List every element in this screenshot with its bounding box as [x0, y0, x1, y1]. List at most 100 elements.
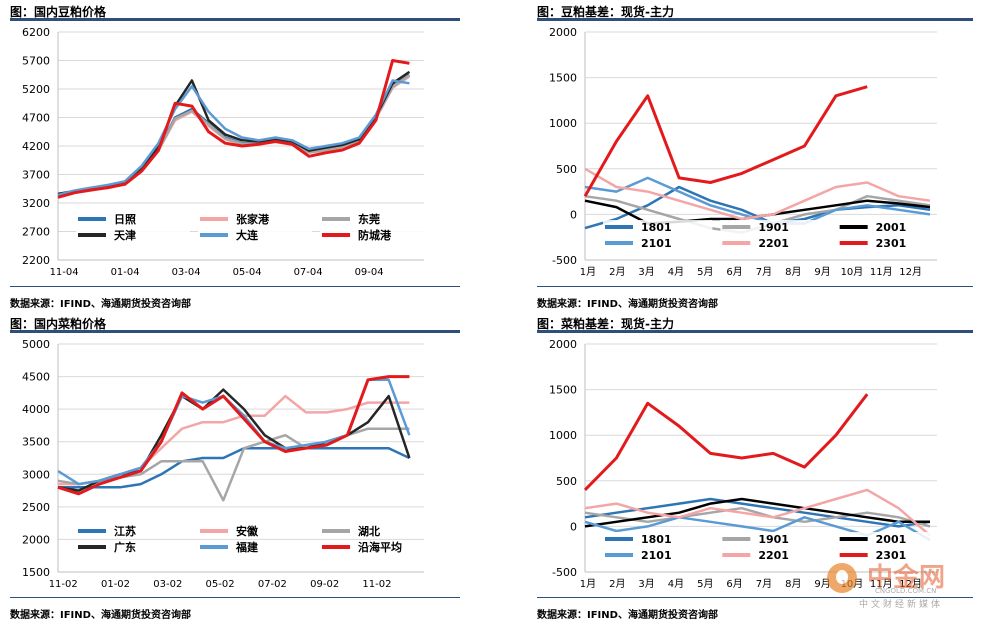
- watermark-subtitle: 中文财经新媒体: [859, 600, 944, 610]
- series-line-1901: [584, 506, 931, 528]
- series-line-2201: [584, 167, 931, 221]
- series-line-2101: [584, 176, 931, 225]
- title-rule: [537, 18, 973, 21]
- x-tick-label: 5月: [697, 266, 713, 278]
- x-tick-label: 7月: [756, 578, 772, 590]
- x-tick-label: 01-02: [101, 579, 130, 590]
- y-tick-label: 5700: [22, 55, 50, 68]
- legend-bg: [837, 548, 947, 562]
- legend-bg: [198, 524, 312, 538]
- legend-label: 2001: [876, 221, 907, 234]
- y-tick-label: 3700: [22, 169, 50, 182]
- x-tick-label: 1月: [580, 266, 596, 278]
- x-tick-label: 12月: [899, 578, 922, 590]
- x-tick-label: 01-04: [111, 267, 140, 278]
- y-tick-label: 4500: [22, 371, 50, 384]
- legend-label: 2101: [641, 549, 672, 562]
- rapemeal-basis-chart: -50005001000150020001月2月3月4月5月6月7月8月9月10…: [549, 338, 947, 590]
- legend-bg: [320, 540, 434, 554]
- title-rule: [10, 330, 460, 333]
- y-tick-label: 1000: [549, 429, 577, 442]
- y-tick-label: 2700: [22, 226, 50, 239]
- title-rule: [10, 18, 460, 21]
- legend-label: 1901: [758, 221, 789, 234]
- legend-bg: [720, 532, 830, 546]
- legend-bg: [720, 236, 830, 250]
- x-tick-label: 3月: [638, 578, 654, 590]
- watermark-url: CNGOLD.COM.CN: [875, 587, 937, 595]
- legend-bg: [320, 228, 434, 242]
- panel-title: 图：国内菜粕价格: [10, 317, 107, 331]
- legend-bg: [198, 212, 312, 226]
- legend-label: 福建: [235, 540, 259, 554]
- legend-label: 2001: [876, 533, 907, 546]
- y-tick-label: 1000: [549, 117, 577, 130]
- soymeal-basis-chart: -500 0 500 1000 1500 2000 1月 2月 3月 4月 5月 6月 7月 8月 9月 10…: [549, 26, 947, 278]
- x-tick-label: 11月: [870, 578, 893, 590]
- x-tick-label: 9月: [814, 578, 830, 590]
- x-tick-label: 03-04: [172, 267, 201, 278]
- y-tick-label: 1500: [549, 384, 577, 397]
- series-line-1801: [584, 497, 931, 528]
- legend-label: 天津: [114, 228, 136, 242]
- legend-bg: [837, 220, 947, 234]
- y-tick-label: 4700: [22, 112, 50, 125]
- y-tick-label: 2500: [22, 501, 50, 514]
- source-rule: [10, 597, 460, 598]
- data-source: 数据来源：IFIND、海通期货投资咨询部: [537, 299, 718, 310]
- y-tick-label: -500: [552, 566, 577, 579]
- x-tick-label: 8月: [785, 266, 801, 278]
- series-line-2301: [583, 393, 869, 491]
- legend-label: 2301: [876, 237, 907, 250]
- panel-title: 图：国内豆粕价格: [10, 5, 107, 19]
- x-tick-label: 8月: [785, 578, 801, 590]
- x-tick-label: 2月: [609, 578, 625, 590]
- series-line-2301: [583, 85, 868, 197]
- data-source: 数据来源：IFIND、海通期货投资咨询部: [10, 610, 191, 621]
- x-tick-label: 11月: [870, 266, 893, 278]
- legend-label: 2101: [641, 237, 672, 250]
- y-tick-label: 500: [556, 475, 577, 488]
- y-tick-label: 0: [570, 208, 577, 221]
- x-tick-label: 11-02: [49, 579, 78, 590]
- y-tick-label: 3200: [22, 197, 50, 210]
- x-tick-label: 07-04: [294, 267, 323, 278]
- x-tick-label: 10月: [841, 266, 864, 278]
- x-tick-label: 11-02: [362, 579, 391, 590]
- legend-label: 张家港: [236, 212, 270, 226]
- x-tick-label: 1月: [580, 578, 596, 590]
- y-tick-label: 4000: [22, 403, 50, 416]
- legend-label: 沿海平均: [358, 540, 402, 554]
- series-line-大连: [57, 79, 410, 197]
- x-tick-label: 7月: [756, 266, 772, 278]
- x-tick-label: 6月: [726, 578, 742, 590]
- x-tick-label: 09-04: [355, 267, 384, 278]
- legend-bg: [603, 236, 713, 250]
- y-tick-label: 2000: [549, 26, 577, 39]
- rapemeal-price-chart: 1500 2000 2500 3000 3500 4000 4500 5000 11-02 01-…: [22, 338, 434, 590]
- legend-label: 江苏: [114, 524, 136, 538]
- x-tick-label: 12月: [899, 266, 922, 278]
- series-line-东莞: [57, 74, 411, 198]
- watermark-logo-icon: [827, 563, 857, 593]
- x-tick-label: 9月: [814, 266, 830, 278]
- y-tick-label: -500: [552, 254, 577, 267]
- legend-bg: [603, 532, 713, 546]
- legend-label: 东莞: [358, 212, 380, 226]
- legend-bg: [198, 228, 312, 242]
- x-tick-label: 2月: [609, 266, 625, 278]
- watermark-name: 中金网: [867, 563, 946, 593]
- source-rule: [10, 286, 460, 287]
- legend-bg: [720, 548, 830, 562]
- legend-bg: [603, 548, 713, 562]
- title-rule: [537, 330, 973, 333]
- legend-label: 广东: [114, 540, 136, 554]
- watermark: 中金网 CNGOLD.COM.CN 中文财经新媒体: [805, 557, 975, 610]
- y-tick-label: 1500: [549, 72, 577, 85]
- source-rule: [537, 597, 973, 598]
- series-line-防城港: [57, 59, 410, 199]
- legend-bg: [320, 212, 434, 226]
- x-tick-label: 4月: [668, 266, 684, 278]
- legend-label: 湖北: [358, 524, 380, 538]
- legend-label: 1901: [758, 533, 789, 546]
